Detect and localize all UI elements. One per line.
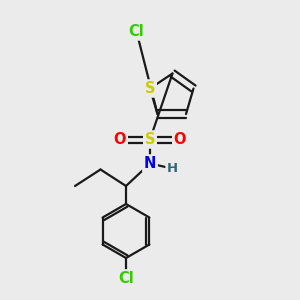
Text: Cl: Cl [118,271,134,286]
Text: N: N [144,156,156,171]
Text: Cl: Cl [129,24,144,39]
Text: S: S [145,81,155,96]
Text: S: S [145,132,155,147]
Text: O: O [174,132,186,147]
Text: H: H [167,162,178,175]
Text: O: O [114,132,126,147]
